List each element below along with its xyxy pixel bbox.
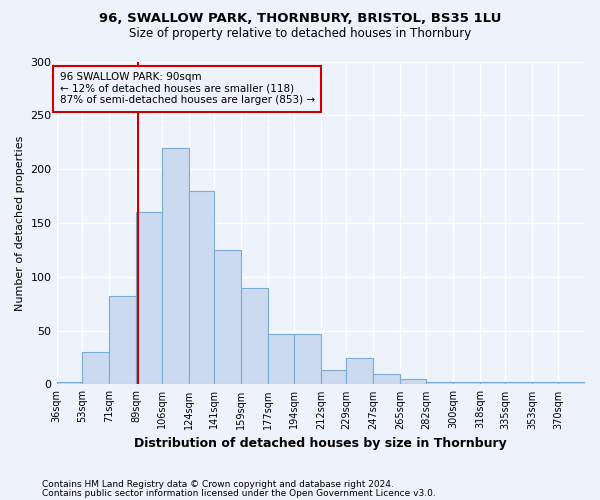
Bar <box>480 382 505 384</box>
Bar <box>505 382 532 384</box>
Bar <box>109 296 136 384</box>
Bar <box>268 334 294 384</box>
Bar <box>558 382 585 384</box>
Bar <box>188 190 214 384</box>
Bar <box>214 250 241 384</box>
Bar <box>453 382 480 384</box>
Text: 96, SWALLOW PARK, THORNBURY, BRISTOL, BS35 1LU: 96, SWALLOW PARK, THORNBURY, BRISTOL, BS… <box>99 12 501 26</box>
Text: Size of property relative to detached houses in Thornbury: Size of property relative to detached ho… <box>129 28 471 40</box>
Bar <box>373 374 400 384</box>
Bar <box>161 148 188 384</box>
Bar <box>241 288 268 384</box>
Text: Contains public sector information licensed under the Open Government Licence v3: Contains public sector information licen… <box>42 488 436 498</box>
Bar <box>426 382 453 384</box>
Y-axis label: Number of detached properties: Number of detached properties <box>15 136 25 310</box>
Bar <box>294 334 321 384</box>
Bar <box>82 352 109 384</box>
Bar <box>400 379 426 384</box>
Text: 96 SWALLOW PARK: 90sqm
← 12% of detached houses are smaller (118)
87% of semi-de: 96 SWALLOW PARK: 90sqm ← 12% of detached… <box>59 72 314 106</box>
Text: Contains HM Land Registry data © Crown copyright and database right 2024.: Contains HM Land Registry data © Crown c… <box>42 480 394 489</box>
X-axis label: Distribution of detached houses by size in Thornbury: Distribution of detached houses by size … <box>134 437 507 450</box>
Bar <box>321 370 346 384</box>
Bar <box>532 382 558 384</box>
Bar <box>346 358 373 384</box>
Bar <box>136 212 161 384</box>
Bar <box>56 382 82 384</box>
